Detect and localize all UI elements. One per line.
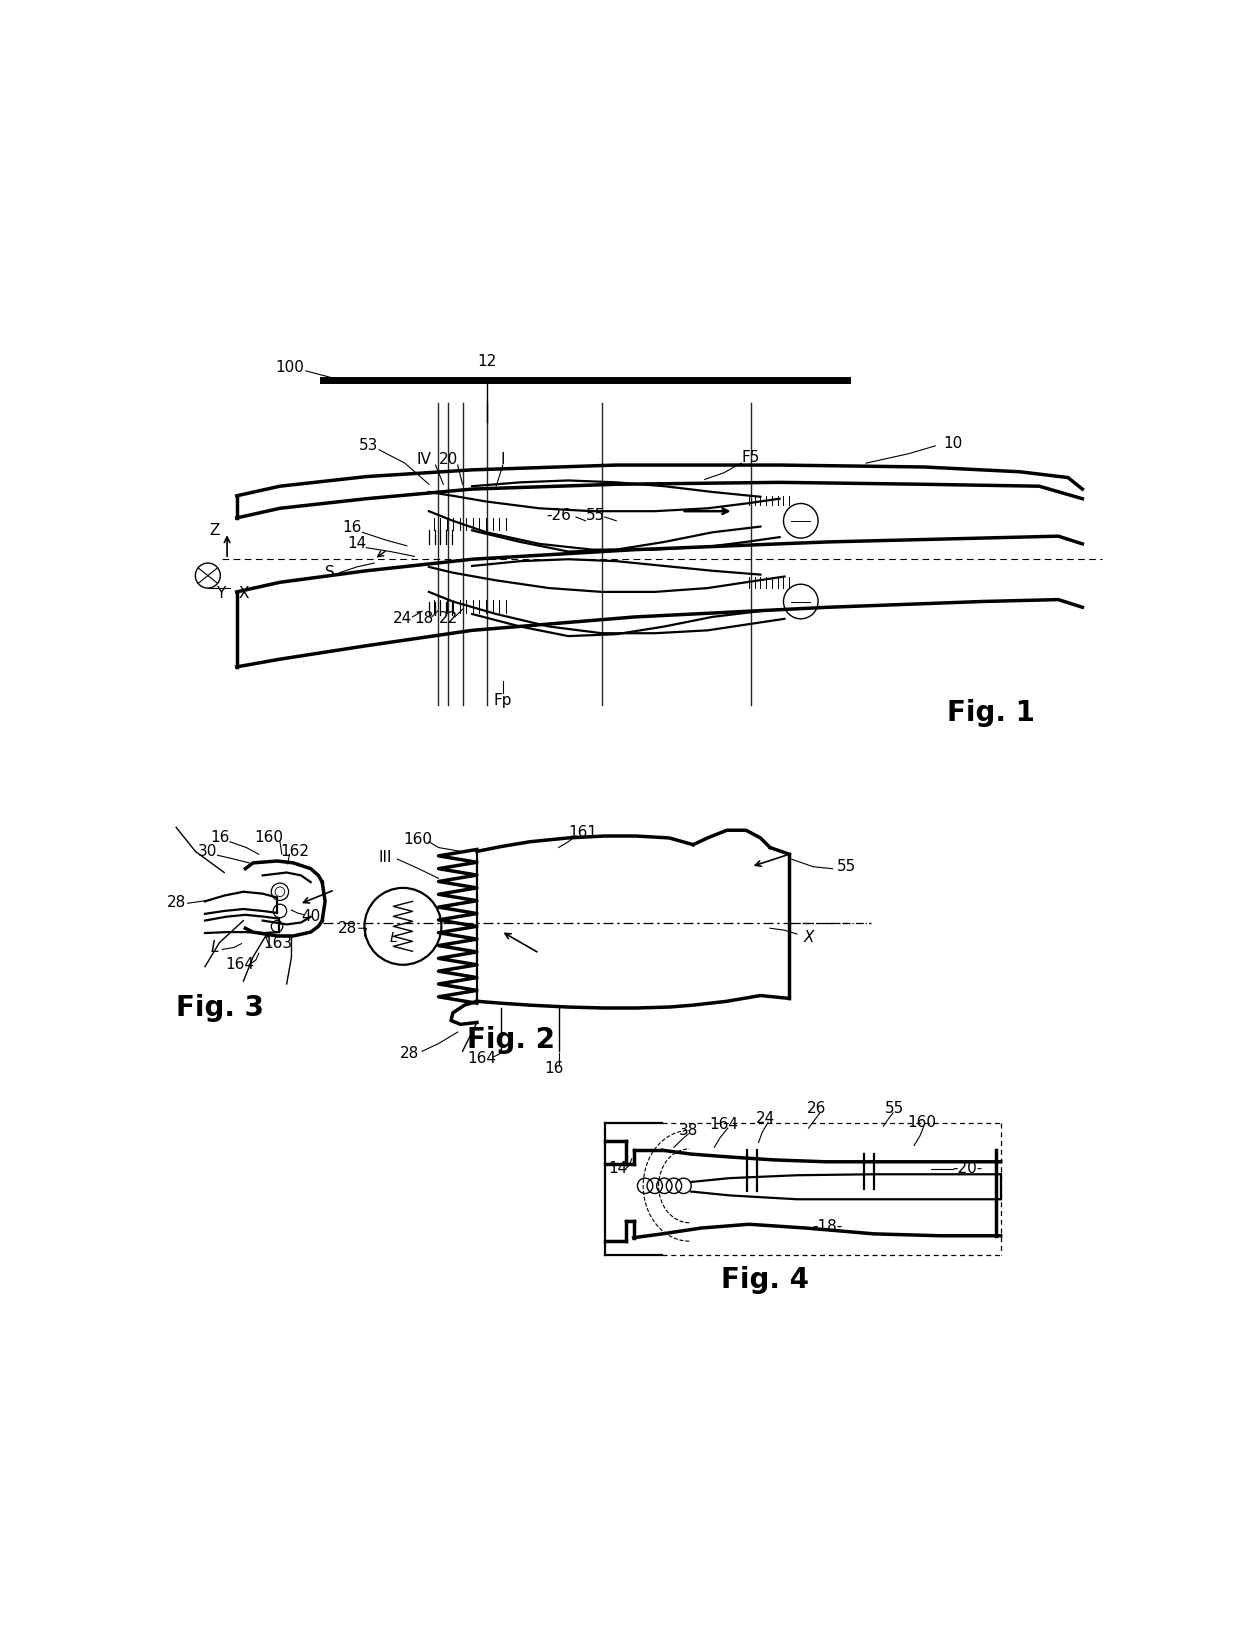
Text: 162: 162	[280, 843, 309, 860]
Text: 14: 14	[609, 1160, 627, 1176]
Text: 16: 16	[211, 830, 231, 845]
Text: 100: 100	[275, 359, 304, 374]
Text: 163: 163	[263, 936, 293, 951]
Text: 38: 38	[678, 1123, 698, 1138]
Text: 22: 22	[439, 611, 458, 626]
Text: Fig. 1: Fig. 1	[947, 699, 1035, 726]
Text: 160: 160	[403, 832, 432, 847]
Text: 55: 55	[585, 507, 605, 523]
Text: I: I	[501, 452, 505, 466]
Text: 28: 28	[401, 1045, 419, 1061]
Text: S: S	[325, 566, 335, 580]
Text: -18-: -18-	[812, 1219, 843, 1233]
Text: Z: Z	[210, 523, 219, 538]
Text: 164: 164	[226, 957, 254, 972]
Text: X: X	[238, 587, 249, 601]
Text: 26: 26	[806, 1102, 826, 1116]
Text: 24: 24	[755, 1112, 775, 1126]
Text: 12: 12	[477, 354, 496, 369]
Text: 164: 164	[709, 1116, 738, 1131]
Text: 16: 16	[544, 1061, 563, 1076]
Text: Y: Y	[216, 587, 224, 601]
Text: 28: 28	[166, 895, 186, 910]
Text: 55: 55	[885, 1102, 905, 1116]
Text: Fig. 3: Fig. 3	[176, 994, 264, 1022]
Text: 30: 30	[198, 843, 217, 860]
Text: 14: 14	[347, 536, 367, 551]
Text: 18: 18	[414, 611, 434, 626]
Text: 161: 161	[568, 824, 598, 840]
Text: 24: 24	[393, 611, 413, 626]
Text: 55: 55	[837, 860, 857, 874]
Text: 40: 40	[301, 910, 320, 925]
Text: Fig. 2: Fig. 2	[466, 1025, 554, 1053]
Text: 160: 160	[908, 1115, 936, 1129]
Text: III: III	[379, 850, 392, 864]
Text: 16: 16	[342, 520, 362, 535]
Text: -20-: -20-	[952, 1160, 982, 1176]
Text: L: L	[211, 939, 218, 955]
Text: X: X	[804, 931, 813, 946]
Text: Fp: Fp	[494, 692, 512, 708]
Text: 10: 10	[942, 437, 962, 452]
Text: 53: 53	[358, 439, 378, 453]
Text: 28: 28	[337, 921, 357, 936]
Text: 164: 164	[467, 1051, 496, 1066]
Text: IV: IV	[417, 452, 432, 466]
Text: 20: 20	[439, 452, 458, 466]
Text: Fig. 4: Fig. 4	[722, 1266, 810, 1294]
Text: -26: -26	[546, 507, 572, 523]
Text: F5: F5	[742, 450, 760, 465]
Text: L: L	[389, 931, 397, 944]
Text: 160: 160	[254, 830, 283, 845]
